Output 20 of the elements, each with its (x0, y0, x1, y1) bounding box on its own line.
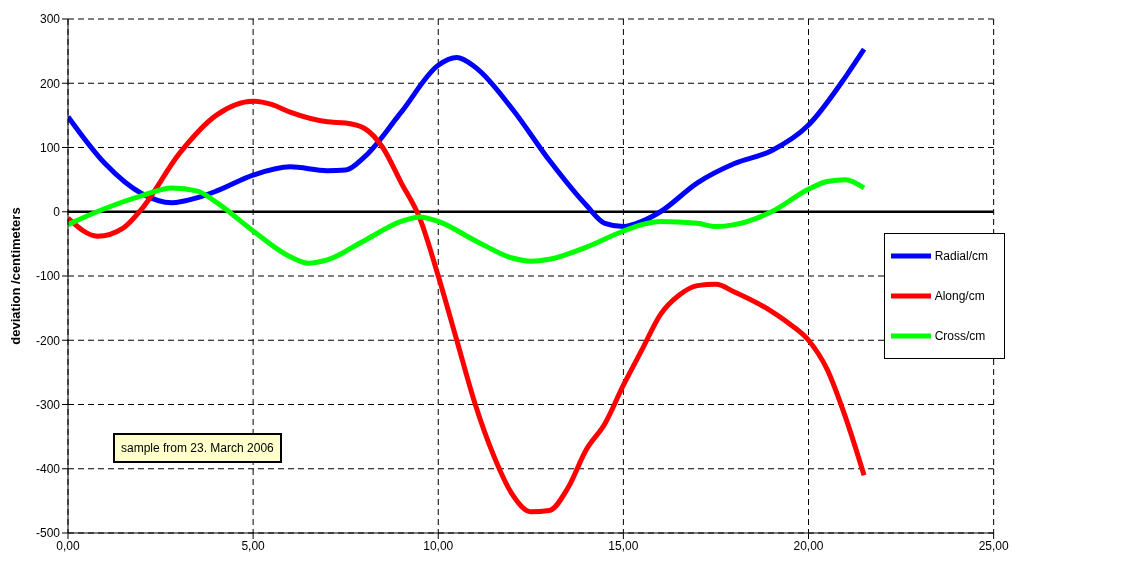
y-tick-label: 100 (39, 140, 61, 155)
y-tick-label: -300 (35, 397, 61, 412)
y-tick-label: -100 (35, 269, 61, 284)
y-tick-label: 0 (53, 205, 61, 220)
y-tick-label: 200 (39, 76, 61, 91)
x-tick-label: 20,00 (793, 538, 824, 553)
y-tick-label: -400 (35, 462, 61, 477)
x-tick-label: 15,00 (608, 538, 639, 553)
y-tick-label: 300 (39, 12, 61, 27)
y-tick-label: -500 (35, 526, 61, 541)
x-tick-label: 5,00 (241, 538, 266, 553)
x-tick-label: 0,00 (56, 538, 80, 553)
y-axis-title: deviation /centimeters (7, 207, 23, 345)
legend-label: Radial/cm (934, 249, 988, 264)
x-tick-label: 25,00 (978, 538, 1009, 553)
legend-label: Along/cm (934, 289, 985, 304)
y-tick-label: -200 (35, 333, 61, 348)
legend-label: Cross/cm (934, 329, 986, 344)
x-tick-label: 10,00 (423, 538, 454, 553)
annotation: sample from 23. March 2006 (113, 433, 282, 463)
